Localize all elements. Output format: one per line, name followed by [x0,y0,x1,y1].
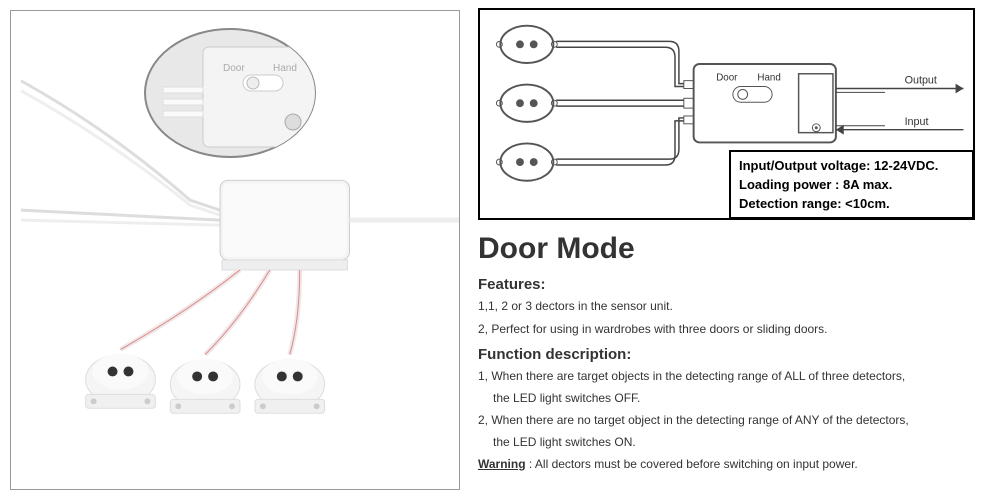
spec-range: Detection range: <10cm. [739,194,964,213]
mode-title: Door Mode [478,232,975,266]
spec-power: Loading power : 8A max. [739,175,964,194]
func-1b: the LED light switches OFF. [478,389,975,407]
svg-text:Hand: Hand [273,63,297,74]
spec-voltage: Input/Output voltage: 12-24VDC. [739,156,964,175]
func-1: 1, When there are target objects in the … [478,367,975,385]
svg-text:Output: Output [905,75,937,87]
feature-1: 1,1, 2 or 3 dectors in the sensor unit. [478,297,975,315]
svg-text:Door: Door [223,63,245,74]
func-2: 2, When there are no target object in th… [478,411,975,429]
detail-inset: Door Hand [143,27,318,160]
warning-line: Warning : All dectors must be covered be… [478,457,975,471]
diagram-sensor-3 [496,143,557,180]
feature-2: 2, Perfect for using in wardrobes with t… [478,320,975,338]
product-photo-panel: Door Hand [10,10,460,490]
svg-text:Input: Input [905,116,929,128]
diagram-sensor-2 [496,85,557,122]
diagram-sensor-1 [496,26,557,63]
svg-text:Door: Door [716,73,738,84]
wiring-diagram: Door Hand Output Input Input/Output volt… [478,8,975,220]
specs-box: Input/Output voltage: 12-24VDC. Loading … [729,150,974,219]
function-heading: Function description: [478,346,975,363]
features-heading: Features: [478,276,975,293]
func-2b: the LED light switches ON. [478,433,975,451]
svg-text:Hand: Hand [757,73,780,84]
text-content: Door Mode Features: 1,1, 2 or 3 dectors … [478,232,975,471]
warning-label: Warning [478,457,526,471]
warning-text: : All dectors must be covered before swi… [526,457,858,471]
